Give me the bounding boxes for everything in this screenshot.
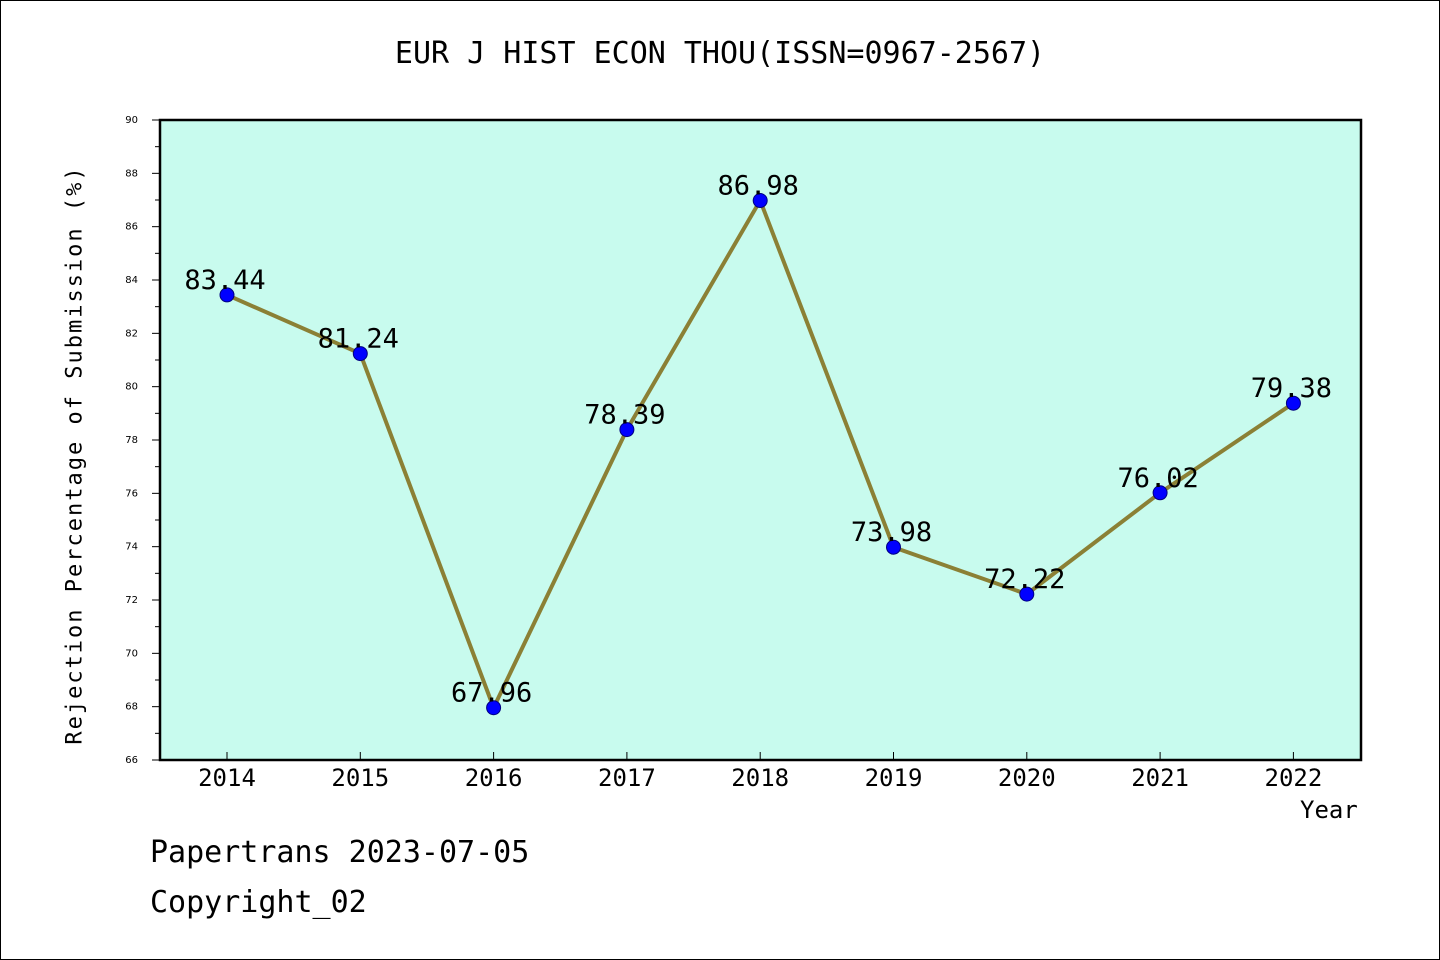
data-label: 83.44 bbox=[184, 265, 265, 296]
x-tick-label: 2016 bbox=[465, 764, 523, 792]
data-point bbox=[486, 700, 502, 716]
x-axis-label: Year bbox=[1300, 796, 1358, 824]
data-label: 86.98 bbox=[718, 171, 799, 202]
x-tick-label: 2021 bbox=[1131, 764, 1189, 792]
data-label: 72.22 bbox=[984, 564, 1065, 595]
y-tick-label: 66 bbox=[125, 755, 138, 766]
y-tick-label: 70 bbox=[125, 648, 138, 659]
chart-title: EUR J HIST ECON THOU(ISSN=0967-2567) bbox=[394, 36, 1046, 71]
data-point bbox=[1019, 586, 1035, 602]
y-tick-label: 76 bbox=[125, 488, 138, 499]
x-tick-label: 2020 bbox=[998, 764, 1056, 792]
x-tick-label: 2022 bbox=[1265, 764, 1323, 792]
x-tick-label: 2019 bbox=[865, 764, 923, 792]
data-label: 67.96 bbox=[451, 678, 532, 709]
data-label: 76.02 bbox=[1117, 463, 1198, 494]
y-tick-label: 86 bbox=[125, 222, 138, 233]
footer-date: Papertrans 2023-07-05 bbox=[150, 835, 530, 870]
plot-border bbox=[158, 118, 1363, 762]
x-tick-label: 2015 bbox=[331, 764, 389, 792]
y-tick-label: 90 bbox=[125, 115, 138, 126]
y-tick-label: 88 bbox=[125, 168, 138, 179]
x-tick-label: 2018 bbox=[731, 764, 789, 792]
data-point bbox=[219, 287, 235, 303]
data-point bbox=[886, 539, 901, 555]
footer-copyright: Copyright_02 bbox=[150, 885, 367, 920]
y-tick-label: 82 bbox=[125, 328, 138, 339]
y-axis-label: Rejection Percentage of Submission (%) bbox=[62, 165, 88, 745]
data-point bbox=[1285, 395, 1301, 411]
x-tick-label: 2017 bbox=[598, 764, 656, 792]
data-point bbox=[352, 346, 368, 362]
data-label: 79.38 bbox=[1251, 373, 1332, 404]
y-tick-label: 80 bbox=[125, 382, 138, 393]
y-tick-label: 74 bbox=[125, 542, 138, 553]
y-tick-label: 68 bbox=[125, 702, 138, 713]
y-tick-label: 78 bbox=[125, 435, 138, 446]
data-label: 81.24 bbox=[318, 324, 399, 355]
data-point bbox=[1152, 485, 1168, 501]
x-tick-label: 2014 bbox=[198, 764, 256, 792]
data-label: 78.39 bbox=[584, 400, 665, 431]
data-label: 73.98 bbox=[851, 517, 932, 548]
data-point bbox=[619, 422, 635, 438]
y-tick-label: 84 bbox=[125, 275, 138, 286]
y-tick-label: 72 bbox=[125, 595, 138, 606]
plot-area bbox=[160, 120, 1361, 760]
data-point bbox=[752, 193, 768, 209]
